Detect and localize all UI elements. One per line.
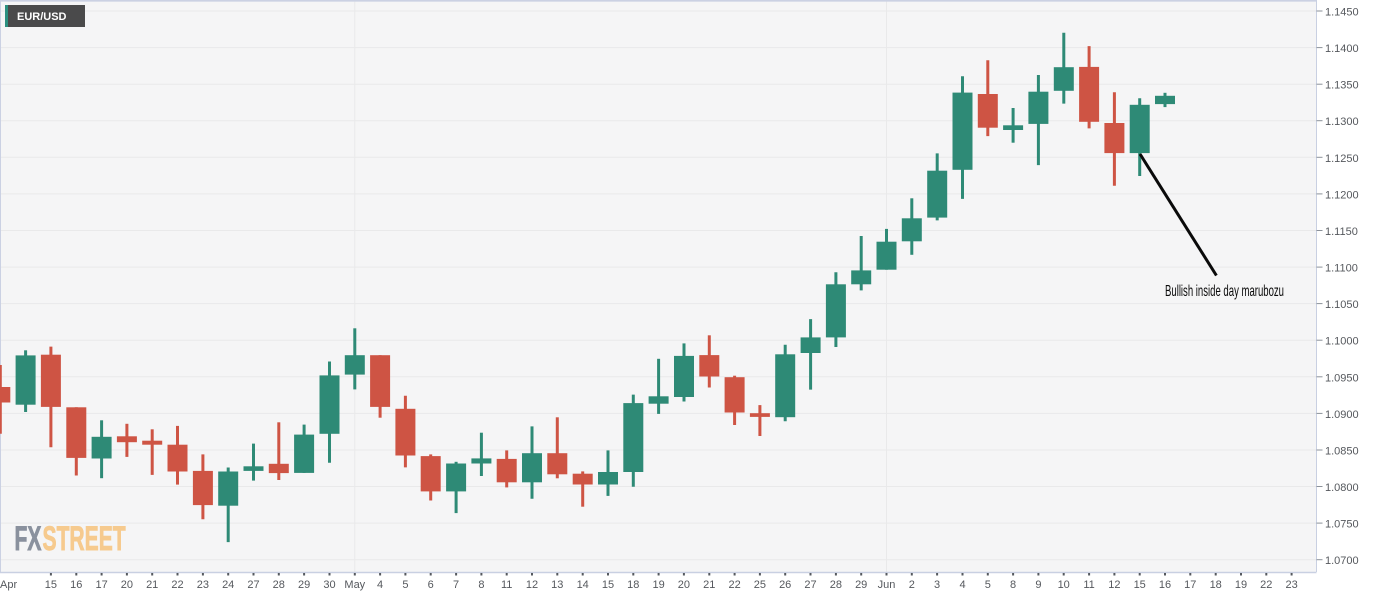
svg-text:26: 26 (779, 579, 791, 591)
svg-text:12: 12 (1108, 579, 1120, 591)
svg-text:25: 25 (754, 579, 766, 591)
svg-text:5: 5 (985, 579, 991, 591)
svg-text:1.0950: 1.0950 (1325, 372, 1359, 384)
svg-text:22: 22 (1260, 579, 1272, 591)
svg-text:1.1050: 1.1050 (1325, 299, 1359, 311)
svg-text:23: 23 (197, 579, 209, 591)
svg-text:12: 12 (526, 579, 538, 591)
svg-text:1.1100: 1.1100 (1325, 263, 1358, 275)
svg-text:Apr: Apr (0, 579, 17, 591)
svg-text:28: 28 (830, 579, 842, 591)
svg-text:17: 17 (95, 579, 107, 591)
svg-text:11: 11 (501, 579, 512, 591)
svg-text:28: 28 (273, 579, 285, 591)
svg-text:24: 24 (222, 579, 234, 591)
svg-text:22: 22 (728, 579, 740, 591)
svg-text:1.1400: 1.1400 (1325, 43, 1359, 55)
svg-text:16: 16 (1159, 579, 1171, 591)
svg-text:19: 19 (652, 579, 664, 591)
svg-text:1.1150: 1.1150 (1325, 226, 1358, 238)
svg-text:23: 23 (1285, 579, 1297, 591)
svg-text:1.1450: 1.1450 (1325, 7, 1359, 19)
svg-text:16: 16 (70, 579, 82, 591)
svg-text:14: 14 (577, 579, 589, 591)
svg-text:1.0750: 1.0750 (1325, 519, 1359, 531)
svg-text:4: 4 (959, 579, 965, 591)
svg-text:1.1200: 1.1200 (1325, 189, 1359, 201)
svg-text:18: 18 (1210, 579, 1222, 591)
svg-text:19: 19 (1235, 579, 1247, 591)
svg-text:10: 10 (1058, 579, 1070, 591)
svg-text:27: 27 (247, 579, 259, 591)
svg-text:FX: FX (15, 519, 42, 557)
svg-text:May: May (344, 579, 365, 591)
svg-text:5: 5 (402, 579, 408, 591)
svg-text:27: 27 (804, 579, 816, 591)
svg-text:Bullish inside day marubozu: Bullish inside day marubozu (1165, 283, 1284, 300)
svg-text:29: 29 (855, 579, 867, 591)
svg-text:1.1300: 1.1300 (1325, 116, 1359, 128)
svg-text:29: 29 (298, 579, 310, 591)
svg-text:20: 20 (678, 579, 690, 591)
svg-text:21: 21 (703, 579, 715, 591)
svg-text:8: 8 (1010, 579, 1016, 591)
svg-text:1.1000: 1.1000 (1325, 336, 1359, 348)
svg-text:15: 15 (1134, 579, 1146, 591)
svg-text:EUR/USD: EUR/USD (17, 11, 67, 23)
svg-text:1.0850: 1.0850 (1325, 446, 1359, 458)
svg-text:Jun: Jun (878, 579, 896, 591)
svg-text:STREET: STREET (43, 519, 126, 557)
svg-text:1.0700: 1.0700 (1325, 555, 1359, 567)
svg-text:8: 8 (478, 579, 484, 591)
svg-text:15: 15 (45, 579, 57, 591)
svg-text:13: 13 (551, 579, 563, 591)
svg-text:22: 22 (171, 579, 183, 591)
svg-text:15: 15 (602, 579, 614, 591)
svg-text:18: 18 (627, 579, 639, 591)
svg-text:1.1350: 1.1350 (1325, 80, 1359, 92)
svg-text:4: 4 (377, 579, 383, 591)
svg-text:20: 20 (121, 579, 133, 591)
svg-text:2: 2 (909, 579, 915, 591)
svg-text:21: 21 (146, 579, 158, 591)
svg-text:9: 9 (1035, 579, 1041, 591)
svg-text:1.0800: 1.0800 (1325, 482, 1359, 494)
svg-text:1.1250: 1.1250 (1325, 153, 1359, 165)
svg-text:17: 17 (1184, 579, 1196, 591)
svg-text:7: 7 (453, 579, 459, 591)
svg-text:1.0900: 1.0900 (1325, 409, 1359, 421)
svg-text:11: 11 (1083, 579, 1094, 591)
svg-text:30: 30 (323, 579, 335, 591)
svg-text:6: 6 (428, 579, 434, 591)
svg-text:3: 3 (934, 579, 940, 591)
